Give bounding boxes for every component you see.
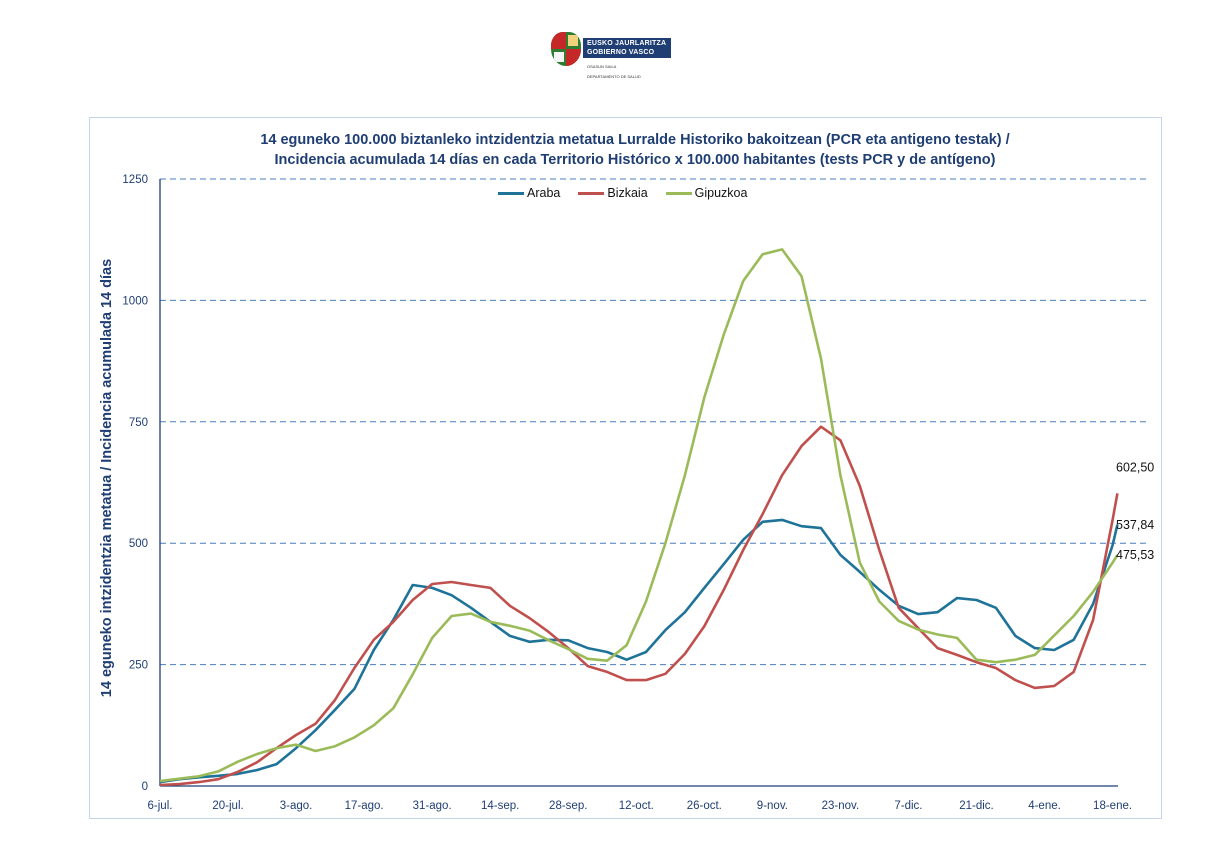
legend-item-bizkaia: Bizkaia — [578, 186, 648, 200]
x-tick-label: 9-nov. — [757, 800, 788, 812]
x-tick-label: 31-ago. — [413, 800, 452, 812]
x-tick-label: 26-oct. — [687, 800, 722, 812]
x-tick-label: 4-ene. — [1028, 800, 1061, 812]
end-label-araba: 537,84 — [1116, 518, 1154, 532]
x-tick-label: 20-jul. — [212, 800, 243, 812]
x-tick-label: 7-dic. — [894, 800, 922, 812]
legend-label-gipuzkoa: Gipuzkoa — [694, 186, 748, 200]
y-tick-label: 0 — [142, 781, 148, 793]
legend-item-gipuzkoa: Gipuzkoa — [665, 186, 748, 200]
end-label-gipuzkoa: 475,53 — [1116, 548, 1154, 562]
x-tick-label: 3-ago. — [280, 800, 313, 812]
y-tick-label: 500 — [129, 538, 148, 550]
gobierno-vasco-logo: EUSKO JAURLARITZA GOBIERNO VASCO OSASUN … — [551, 32, 676, 82]
logo-sub2: DEPARTAMENTO DE SALUD — [587, 74, 641, 79]
legend-label-araba: Araba — [527, 186, 561, 200]
legend-swatch-gipuzkoa — [665, 191, 692, 195]
coat-of-arms-icon — [551, 32, 581, 66]
chart-frame — [89, 117, 1162, 819]
logo-line2: GOBIERNO VASCO — [587, 49, 655, 56]
legend-item-araba: Araba — [498, 186, 560, 200]
y-tick-label: 1000 — [122, 295, 148, 307]
series-line-araba — [159, 518, 1119, 784]
x-tick-label: 18-ene. — [1093, 800, 1132, 812]
y-tick-label: 250 — [129, 660, 148, 672]
end-label-bizkaia: 602,50 — [1116, 460, 1154, 474]
title-line2: Incidencia acumulada 14 días en cada Ter… — [274, 152, 996, 168]
y-tick-label: 1250 — [122, 174, 148, 186]
logo-line1: EUSKO JAURLARITZA — [587, 40, 667, 47]
x-tick-label: 21-dic. — [959, 800, 994, 812]
title-line1: 14 eguneko 100.000 biztanleko intzidentz… — [260, 132, 1010, 148]
logo-band: EUSKO JAURLARITZA GOBIERNO VASCO — [583, 38, 671, 58]
series-line-bizkaia — [159, 425, 1119, 787]
x-tick-label: 14-sep. — [481, 800, 519, 812]
logo-sub1: OSASUN SAILA — [587, 64, 617, 69]
y-tick-label: 750 — [129, 417, 148, 429]
legend-label-bizkaia: Bizkaia — [607, 186, 648, 200]
chart-title: 14 eguneko 100.000 biztanleko intzidentz… — [160, 130, 1110, 170]
x-tick-label: 17-ago. — [345, 800, 384, 812]
x-tick-label: 12-oct. — [619, 800, 654, 812]
x-tick-label: 6-jul. — [148, 800, 173, 812]
legend-swatch-bizkaia — [578, 191, 605, 195]
legend: Araba Bizkaia Gipuzkoa — [498, 186, 747, 200]
series-line-gipuzkoa — [159, 248, 1119, 783]
x-tick-label: 28-sep. — [549, 800, 587, 812]
x-tick-label: 23-nov. — [822, 800, 860, 812]
legend-swatch-araba — [498, 191, 524, 195]
